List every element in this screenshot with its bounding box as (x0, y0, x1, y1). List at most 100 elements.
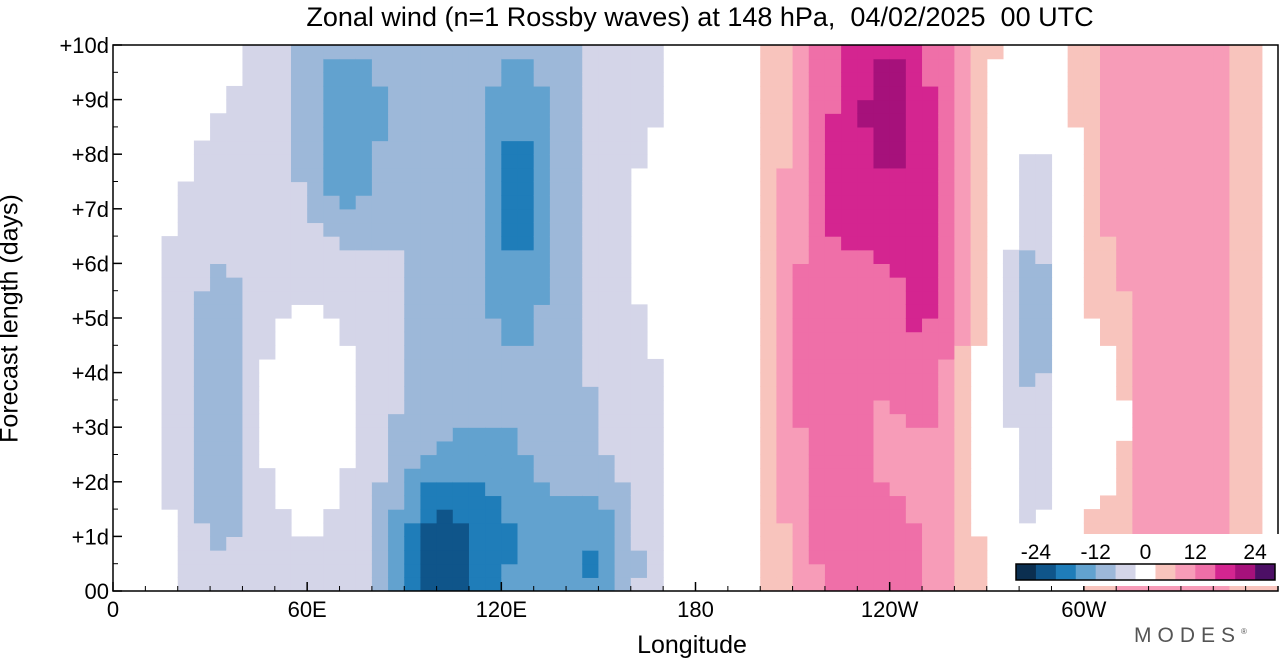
field-cell (517, 318, 535, 333)
field-cell (404, 263, 422, 278)
field-cell (323, 99, 341, 114)
field-cell (404, 208, 422, 224)
field-cell (290, 536, 308, 551)
field-cell (274, 85, 292, 101)
field-cell (792, 536, 810, 551)
field-cell (792, 154, 810, 169)
field-cell (776, 358, 794, 374)
field-cell (1132, 167, 1150, 183)
field-cell (1100, 522, 1117, 537)
field-cell (549, 468, 567, 483)
field-cell (646, 399, 664, 415)
field-cell (290, 222, 308, 237)
field-cell (776, 550, 794, 565)
field-cell (1229, 304, 1247, 319)
field-cell (630, 72, 648, 87)
logo-text: MODES (1134, 624, 1242, 647)
field-cell (1197, 181, 1214, 196)
field-cell (533, 481, 551, 497)
field-cell (1100, 263, 1117, 278)
field-cell (371, 399, 389, 415)
field-cell (873, 427, 891, 442)
field-cell (792, 304, 810, 319)
field-cell (857, 468, 875, 483)
field-cell (938, 563, 955, 578)
field-cell (1132, 386, 1150, 401)
field-cell (1083, 277, 1101, 292)
field-cell (404, 468, 422, 483)
field-cell (210, 126, 227, 142)
field-cell (954, 577, 972, 591)
field-cell (598, 58, 616, 73)
field-cell (760, 440, 777, 456)
field-cell (614, 154, 632, 169)
field-cell (404, 509, 422, 524)
field-cell (1245, 249, 1263, 264)
field-cell (1180, 468, 1198, 483)
field-cell (339, 154, 357, 169)
field-cell (339, 167, 357, 183)
field-cell (193, 290, 211, 305)
field-cell (1019, 195, 1036, 210)
field-cell (873, 277, 891, 292)
field-cell (485, 372, 502, 387)
field-cell (1229, 331, 1247, 346)
field-cell (533, 413, 551, 428)
field-cell (161, 249, 179, 264)
field-cell (485, 167, 502, 183)
field-cell (177, 277, 195, 292)
field-cell (776, 413, 794, 428)
field-cell (954, 386, 972, 401)
field-cell (177, 550, 195, 565)
field-cell (193, 522, 211, 537)
field-cell (630, 358, 648, 374)
field-cell (922, 577, 939, 591)
field-cell (371, 167, 389, 183)
field-cell (1180, 399, 1198, 415)
field-cell (598, 440, 616, 456)
field-cell (533, 399, 551, 415)
field-cell (954, 413, 972, 428)
field-cell (388, 318, 405, 333)
field-cell (1019, 481, 1036, 497)
field-cell (905, 113, 923, 128)
field-cell (922, 222, 939, 237)
field-cell (841, 358, 858, 374)
field-cell (404, 318, 422, 333)
field-cell (1132, 481, 1150, 497)
field-cell (760, 85, 777, 101)
field-cell (889, 454, 907, 469)
field-cell (323, 113, 341, 128)
field-cell (1132, 99, 1150, 114)
field-cell (1132, 358, 1150, 374)
field-cell (258, 140, 276, 155)
field-cell (177, 249, 195, 264)
field-cell (339, 495, 357, 510)
field-cell (517, 358, 535, 374)
field-cell (760, 195, 777, 210)
field-cell (841, 536, 858, 551)
field-cell (323, 550, 341, 565)
field-cell (873, 126, 891, 142)
field-cell (792, 85, 810, 101)
field-cell (857, 277, 875, 292)
field-cell (274, 249, 292, 264)
field-cell (841, 304, 858, 319)
field-cell (1197, 386, 1214, 401)
field-cell (533, 236, 551, 251)
field-cell (922, 522, 939, 537)
field-cell (954, 331, 972, 346)
field-cell (760, 481, 777, 497)
field-cell (1083, 126, 1101, 142)
field-cell (1100, 509, 1117, 524)
field-cell (760, 208, 777, 224)
field-cell (549, 58, 567, 73)
field-cell (776, 181, 794, 196)
field-cell (970, 550, 988, 565)
field-cell (371, 386, 389, 401)
field-cell (355, 58, 373, 73)
field-cell (1197, 304, 1214, 319)
field-cell (646, 536, 664, 551)
field-cell (905, 345, 923, 360)
field-cell (760, 99, 777, 114)
